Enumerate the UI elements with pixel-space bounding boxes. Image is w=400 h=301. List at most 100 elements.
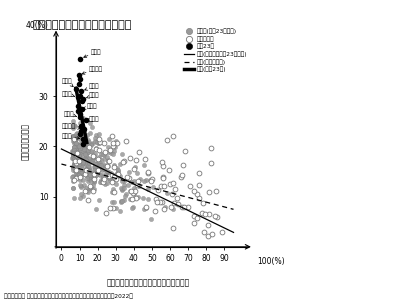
Point <box>98 157 104 162</box>
Point <box>80 183 87 188</box>
Point <box>94 156 101 161</box>
Point <box>90 176 97 181</box>
Point <box>105 159 112 163</box>
Point <box>164 138 170 142</box>
Point <box>134 182 140 187</box>
Point <box>76 115 83 120</box>
Point <box>70 152 76 157</box>
Point <box>91 180 97 185</box>
Point <box>72 138 78 142</box>
Point <box>86 167 92 172</box>
Point <box>73 173 80 178</box>
Point <box>171 201 177 206</box>
Point <box>82 151 88 156</box>
Point <box>75 172 82 177</box>
Point <box>73 86 79 91</box>
Point <box>95 160 102 165</box>
Point <box>89 173 95 178</box>
Point <box>102 182 108 186</box>
Point <box>85 156 92 160</box>
Point <box>80 147 87 152</box>
Point <box>72 140 78 145</box>
Point <box>114 171 121 176</box>
Point <box>76 154 82 159</box>
Point <box>81 144 88 149</box>
Point <box>169 207 176 212</box>
Point <box>78 142 85 147</box>
Point <box>72 145 79 150</box>
Point <box>91 178 98 183</box>
Point <box>72 159 78 163</box>
Point <box>70 151 76 156</box>
Point <box>71 167 78 172</box>
Point <box>73 148 80 153</box>
Point <box>105 159 112 164</box>
Point <box>160 184 167 189</box>
Point <box>74 161 80 166</box>
Point <box>102 150 108 154</box>
Point <box>118 186 124 191</box>
Point <box>72 159 78 164</box>
Point <box>136 177 143 182</box>
Point <box>86 177 92 182</box>
Point <box>71 162 78 166</box>
Point <box>72 124 78 129</box>
Point <box>70 123 76 127</box>
Point <box>147 178 153 183</box>
Point <box>121 198 128 203</box>
Point <box>202 212 208 217</box>
Point <box>69 148 76 153</box>
Point <box>100 152 107 157</box>
Point <box>111 177 118 182</box>
Text: 世田谷区: 世田谷区 <box>62 124 80 129</box>
Point <box>108 190 115 195</box>
Point <box>104 158 111 163</box>
Point <box>100 161 106 166</box>
Point <box>161 207 167 212</box>
Point <box>85 189 91 194</box>
Point <box>85 166 91 171</box>
Point <box>180 163 186 167</box>
Point <box>75 136 81 141</box>
Point <box>98 173 105 178</box>
Point <box>76 145 83 150</box>
Point <box>144 170 151 175</box>
Point <box>74 150 80 155</box>
Point <box>208 146 215 150</box>
Point <box>121 182 128 187</box>
Point <box>87 176 93 181</box>
Point <box>157 200 163 204</box>
Point <box>95 168 102 172</box>
Point <box>84 165 91 170</box>
Point <box>77 183 84 188</box>
Point <box>80 141 86 146</box>
Point <box>131 189 138 194</box>
Point <box>97 166 104 170</box>
Point <box>111 199 118 204</box>
Point <box>97 180 103 185</box>
Point <box>83 161 90 166</box>
Point <box>92 172 98 177</box>
Point <box>75 142 81 147</box>
Point <box>69 156 76 161</box>
Point <box>111 190 117 194</box>
Point <box>92 206 99 211</box>
Point <box>179 172 185 177</box>
Point <box>79 143 85 147</box>
Point <box>191 221 197 226</box>
Point <box>79 151 86 156</box>
Point <box>106 174 112 178</box>
Point <box>206 190 212 195</box>
Point <box>78 184 84 189</box>
Point <box>101 167 108 172</box>
Point <box>94 163 100 168</box>
Point <box>91 153 97 158</box>
Point <box>181 149 188 154</box>
Point <box>92 164 98 169</box>
Point <box>126 175 132 180</box>
Point <box>70 149 76 154</box>
Point <box>88 142 94 147</box>
Point <box>185 205 192 209</box>
Point <box>78 129 84 134</box>
Text: 目黒区: 目黒区 <box>87 116 99 122</box>
